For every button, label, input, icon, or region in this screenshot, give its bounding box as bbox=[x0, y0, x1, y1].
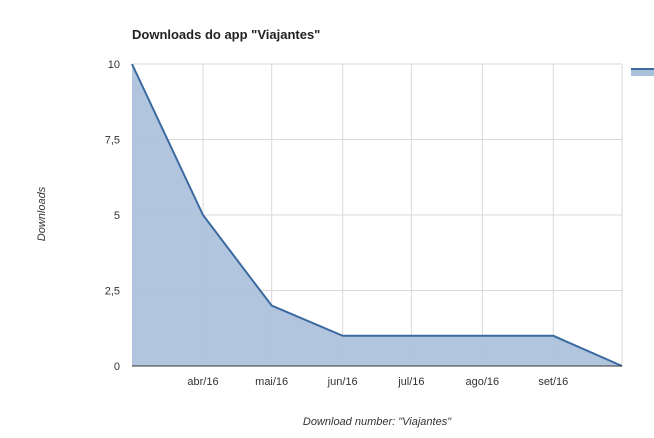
y-tick-label: 10 bbox=[108, 59, 120, 71]
x-tick-label: abr/16 bbox=[187, 376, 218, 388]
y-tick-label: 2,5 bbox=[105, 286, 120, 298]
x-tick-label: jun/16 bbox=[327, 376, 358, 388]
x-tick-label: set/16 bbox=[538, 376, 568, 388]
y-tick-label: 0 bbox=[114, 361, 120, 373]
chart-title: Downloads do app "Viajantes" bbox=[132, 27, 321, 42]
area-fill bbox=[132, 64, 622, 366]
y-tick-label: 5 bbox=[114, 210, 120, 222]
y-tick-label: 7,5 bbox=[105, 135, 120, 147]
series-line bbox=[131, 63, 623, 367]
x-tick-label: ago/16 bbox=[465, 376, 499, 388]
x-tick-label: mai/16 bbox=[255, 376, 288, 388]
series-area bbox=[131, 63, 623, 367]
axis-ticks: 0 2,5 5 7,5 10 abr/16 mai/16 jun/16 jul/16 ago/16… bbox=[105, 59, 622, 388]
legend-swatch bbox=[631, 68, 654, 76]
x-axis-label: Download number: "Viajantes" bbox=[302, 416, 452, 428]
x-tick-label: jul/16 bbox=[397, 376, 424, 388]
